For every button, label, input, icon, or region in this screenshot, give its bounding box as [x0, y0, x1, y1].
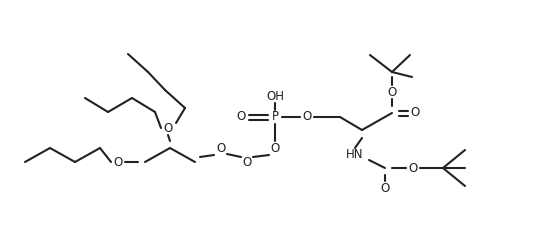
Text: O: O [113, 156, 122, 168]
Text: O: O [380, 181, 390, 195]
Text: O: O [302, 110, 312, 124]
Text: O: O [410, 106, 420, 120]
Text: O: O [388, 86, 397, 98]
Text: O: O [408, 161, 418, 175]
Text: O: O [216, 141, 225, 154]
Text: O: O [242, 157, 251, 169]
Text: O: O [236, 110, 246, 124]
Text: OH: OH [266, 90, 284, 102]
Text: O: O [163, 121, 172, 134]
Text: P: P [272, 110, 279, 124]
Text: O: O [270, 141, 280, 154]
Text: HN: HN [346, 149, 364, 161]
